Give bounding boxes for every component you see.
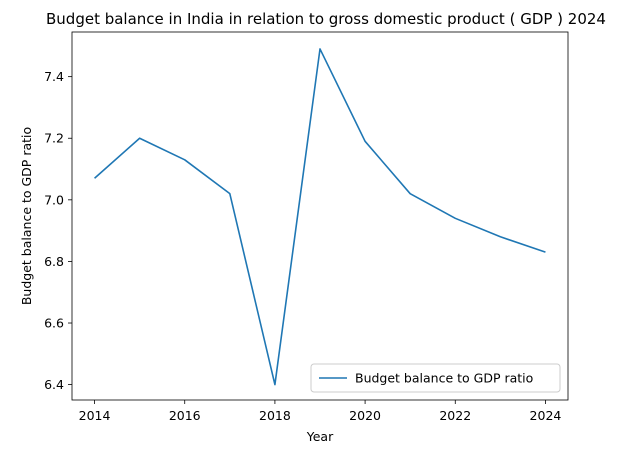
x-tick-label: 2018 [259,408,291,423]
plot-frame [71,31,569,401]
x-tick-label: 2022 [439,408,471,423]
x-tick-label: 2014 [79,408,111,423]
x-tick-label: 2020 [349,408,381,423]
data-point [409,192,412,195]
x-axis-label: Year [306,429,334,444]
legend: Budget balance to GDP ratio [310,363,561,393]
series-line [94,48,546,386]
data-point [273,383,276,386]
series-layer [93,47,547,386]
y-tick-label: 7.4 [44,69,64,84]
x-tick-label: 2024 [530,408,562,423]
data-point [228,192,231,195]
legend-label: Budget balance to GDP ratio [355,371,533,386]
y-tick-label: 6.8 [44,254,64,269]
plot-area: 2014 2016 2018 2020 2022 2024 6.4 6.6 6.8 7.0 7.2… [44,31,569,423]
data-point [183,158,186,161]
y-axis-label: Budget balance to GDP ratio [19,127,34,305]
chart-title: Budget balance in India in relation to g… [46,10,606,28]
data-point [319,47,322,50]
y-tick-label: 6.6 [44,316,64,331]
data-point [499,235,502,238]
data-point [544,251,547,254]
legend-box [310,363,561,393]
y-tick-label: 7.2 [44,131,64,146]
data-point [138,137,141,140]
data-point [454,217,457,220]
y-tick-label: 7.0 [44,192,64,207]
x-axis: 2014 2016 2018 2020 2022 2024 [79,400,562,423]
data-point [93,177,96,180]
x-tick-label: 2016 [169,408,201,423]
y-axis: 6.4 6.6 6.8 7.0 7.2 7.4 [44,69,72,392]
y-tick-label: 6.4 [44,377,64,392]
data-point [364,140,367,143]
